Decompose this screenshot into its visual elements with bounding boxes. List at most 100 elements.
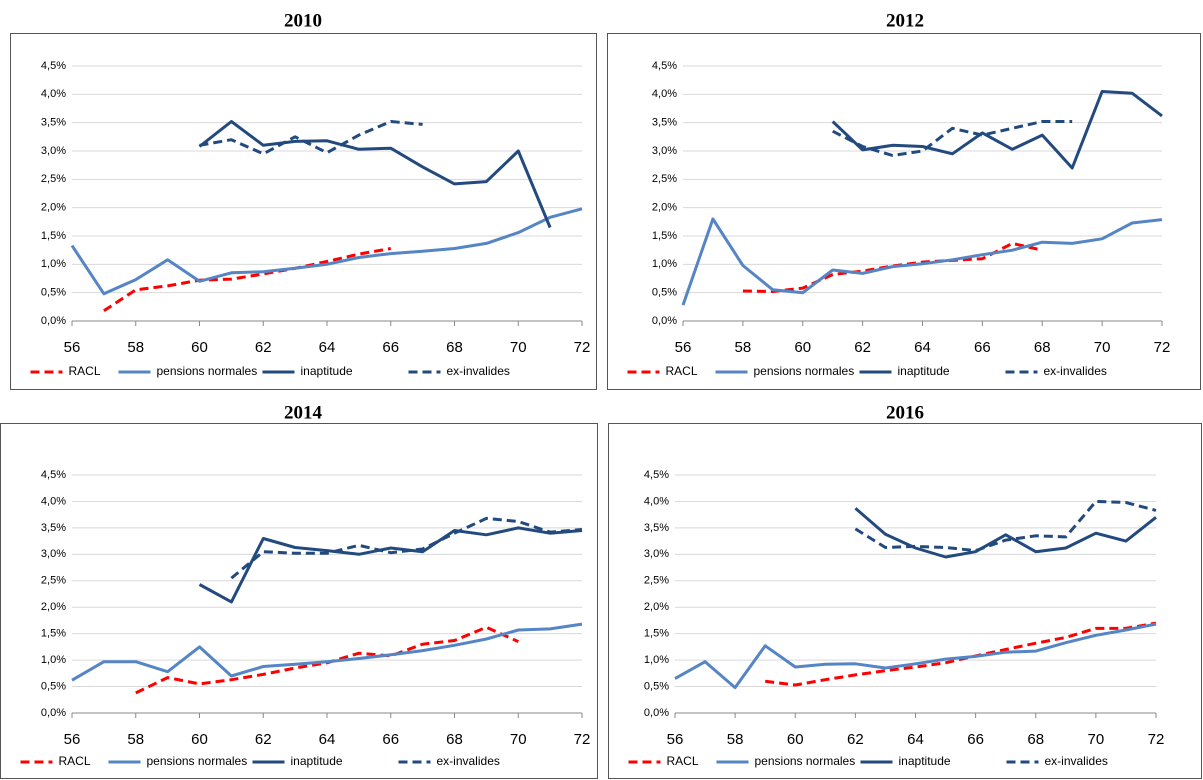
x-tick-label: 66 [967, 731, 984, 748]
y-tick-label: 2,0% [41, 202, 66, 214]
series-line [198, 120, 552, 229]
x-tick-label: 60 [191, 731, 208, 748]
x-tick-label: 64 [319, 339, 336, 356]
x-tick-label: 56 [64, 339, 81, 356]
series-line [831, 90, 1163, 170]
legend-label: inaptitude [899, 754, 951, 768]
legend-label: pensions normales [147, 754, 248, 768]
y-tick-label: 0,5% [41, 680, 66, 692]
legend-label: RACL [666, 364, 698, 378]
panel-border [10, 33, 597, 390]
x-tick-label: 72 [1154, 339, 1171, 356]
y-tick-label: 3,5% [41, 117, 66, 129]
legend-label: RACL [69, 364, 101, 378]
y-tick-label: 2,0% [644, 601, 669, 613]
x-tick-label: 68 [446, 339, 463, 356]
y-tick-label: 2,5% [652, 173, 677, 185]
chart-panel: 2010 0,0% 0,5% 1,0% 1,5% 2,0% 2,5% 3,0% 3,5% 4,0%… [10, 10, 597, 390]
panel-border [607, 33, 1201, 390]
panel-border [0, 423, 598, 779]
series-line [199, 120, 423, 156]
legend-label: pensions normales [754, 364, 855, 378]
x-tick-label: 68 [446, 731, 463, 748]
y-tick-label: 0,0% [644, 707, 669, 719]
x-tick-label: 70 [510, 731, 527, 748]
x-tick-label: 56 [667, 731, 684, 748]
legend-label: inaptitude [291, 754, 343, 768]
chart-title: 2012 [886, 10, 924, 31]
series-line [854, 507, 1157, 559]
x-tick-label: 58 [127, 339, 144, 356]
y-tick-label: 4,5% [41, 60, 66, 72]
x-tick-label: 72 [574, 731, 591, 748]
y-tick-label: 3,5% [652, 117, 677, 129]
y-tick-label: 1,0% [41, 258, 66, 270]
series-line [832, 120, 1073, 157]
y-tick-label: 4,0% [652, 88, 677, 100]
y-tick-label: 0,5% [652, 287, 677, 299]
legend-label: ex-invalides [447, 364, 510, 378]
legend-label: pensions normales [157, 364, 258, 378]
x-tick-label: 70 [1094, 339, 1111, 356]
x-tick-label: 60 [191, 339, 208, 356]
y-tick-label: 1,5% [41, 230, 66, 242]
chart-panel: 2016 0,0% 0,5% 1,0% 1,5% 2,0% 2,5% 3,0% 3,5% 4,0%… [608, 402, 1202, 779]
legend-label: ex-invalides [1044, 364, 1107, 378]
y-tick-label: 0,0% [41, 707, 66, 719]
series-line [674, 622, 1157, 690]
x-tick-label: 64 [914, 339, 931, 356]
y-tick-label: 2,0% [41, 601, 66, 613]
y-tick-label: 3,0% [644, 548, 669, 560]
series-line [681, 217, 1163, 306]
x-tick-label: 56 [675, 339, 692, 356]
series-line [198, 526, 583, 604]
x-tick-label: 62 [847, 731, 864, 748]
y-tick-label: 3,0% [41, 145, 66, 157]
x-tick-label: 68 [1034, 339, 1051, 356]
y-tick-label: 4,0% [41, 88, 66, 100]
y-tick-label: 2,0% [652, 202, 677, 214]
legend-label: pensions normales [755, 754, 856, 768]
x-tick-label: 58 [735, 339, 752, 356]
x-tick-label: 58 [127, 731, 144, 748]
y-tick-label: 0,5% [644, 680, 669, 692]
x-tick-label: 66 [382, 339, 399, 356]
y-tick-label: 1,5% [652, 230, 677, 242]
series-line [854, 499, 1157, 553]
series-line [71, 622, 583, 682]
y-tick-label: 3,0% [41, 548, 66, 560]
x-tick-label: 70 [1088, 731, 1105, 748]
y-tick-label: 1,0% [652, 258, 677, 270]
series-line [70, 207, 583, 296]
x-tick-label: 66 [974, 339, 991, 356]
x-tick-label: 62 [255, 731, 272, 748]
y-tick-label: 2,5% [41, 173, 66, 185]
series-line [103, 247, 392, 313]
legend-label: ex-invalides [437, 754, 500, 768]
y-tick-label: 1,5% [41, 628, 66, 640]
y-tick-label: 1,0% [644, 654, 669, 666]
x-tick-label: 62 [255, 339, 272, 356]
chart-title: 2014 [284, 402, 323, 423]
y-tick-label: 0,0% [41, 315, 66, 327]
chart-title: 2016 [886, 402, 924, 423]
legend-label: RACL [667, 754, 699, 768]
y-tick-label: 2,5% [41, 575, 66, 587]
chart-panel: 2014 0,0% 0,5% 1,0% 1,5% 2,0% 2,5% 3,0% 3,5% 4,0%… [0, 402, 598, 779]
y-tick-label: 0,5% [41, 287, 66, 299]
y-tick-label: 3,0% [652, 145, 677, 157]
legend-label: inaptitude [898, 364, 950, 378]
y-tick-label: 4,5% [41, 469, 66, 481]
x-tick-label: 72 [1148, 731, 1165, 748]
chart-panel: 2012 0,0% 0,5% 1,0% 1,5% 2,0% 2,5% 3,0% 3,5% 4,0%… [607, 10, 1201, 390]
series-line [230, 516, 583, 580]
y-tick-label: 4,0% [644, 495, 669, 507]
x-tick-label: 66 [382, 731, 399, 748]
legend-label: ex-invalides [1045, 754, 1108, 768]
x-tick-label: 72 [574, 339, 591, 356]
x-tick-label: 68 [1027, 731, 1044, 748]
series-line [765, 621, 1157, 687]
y-tick-label: 4,5% [644, 469, 669, 481]
legend-label: inaptitude [301, 364, 353, 378]
